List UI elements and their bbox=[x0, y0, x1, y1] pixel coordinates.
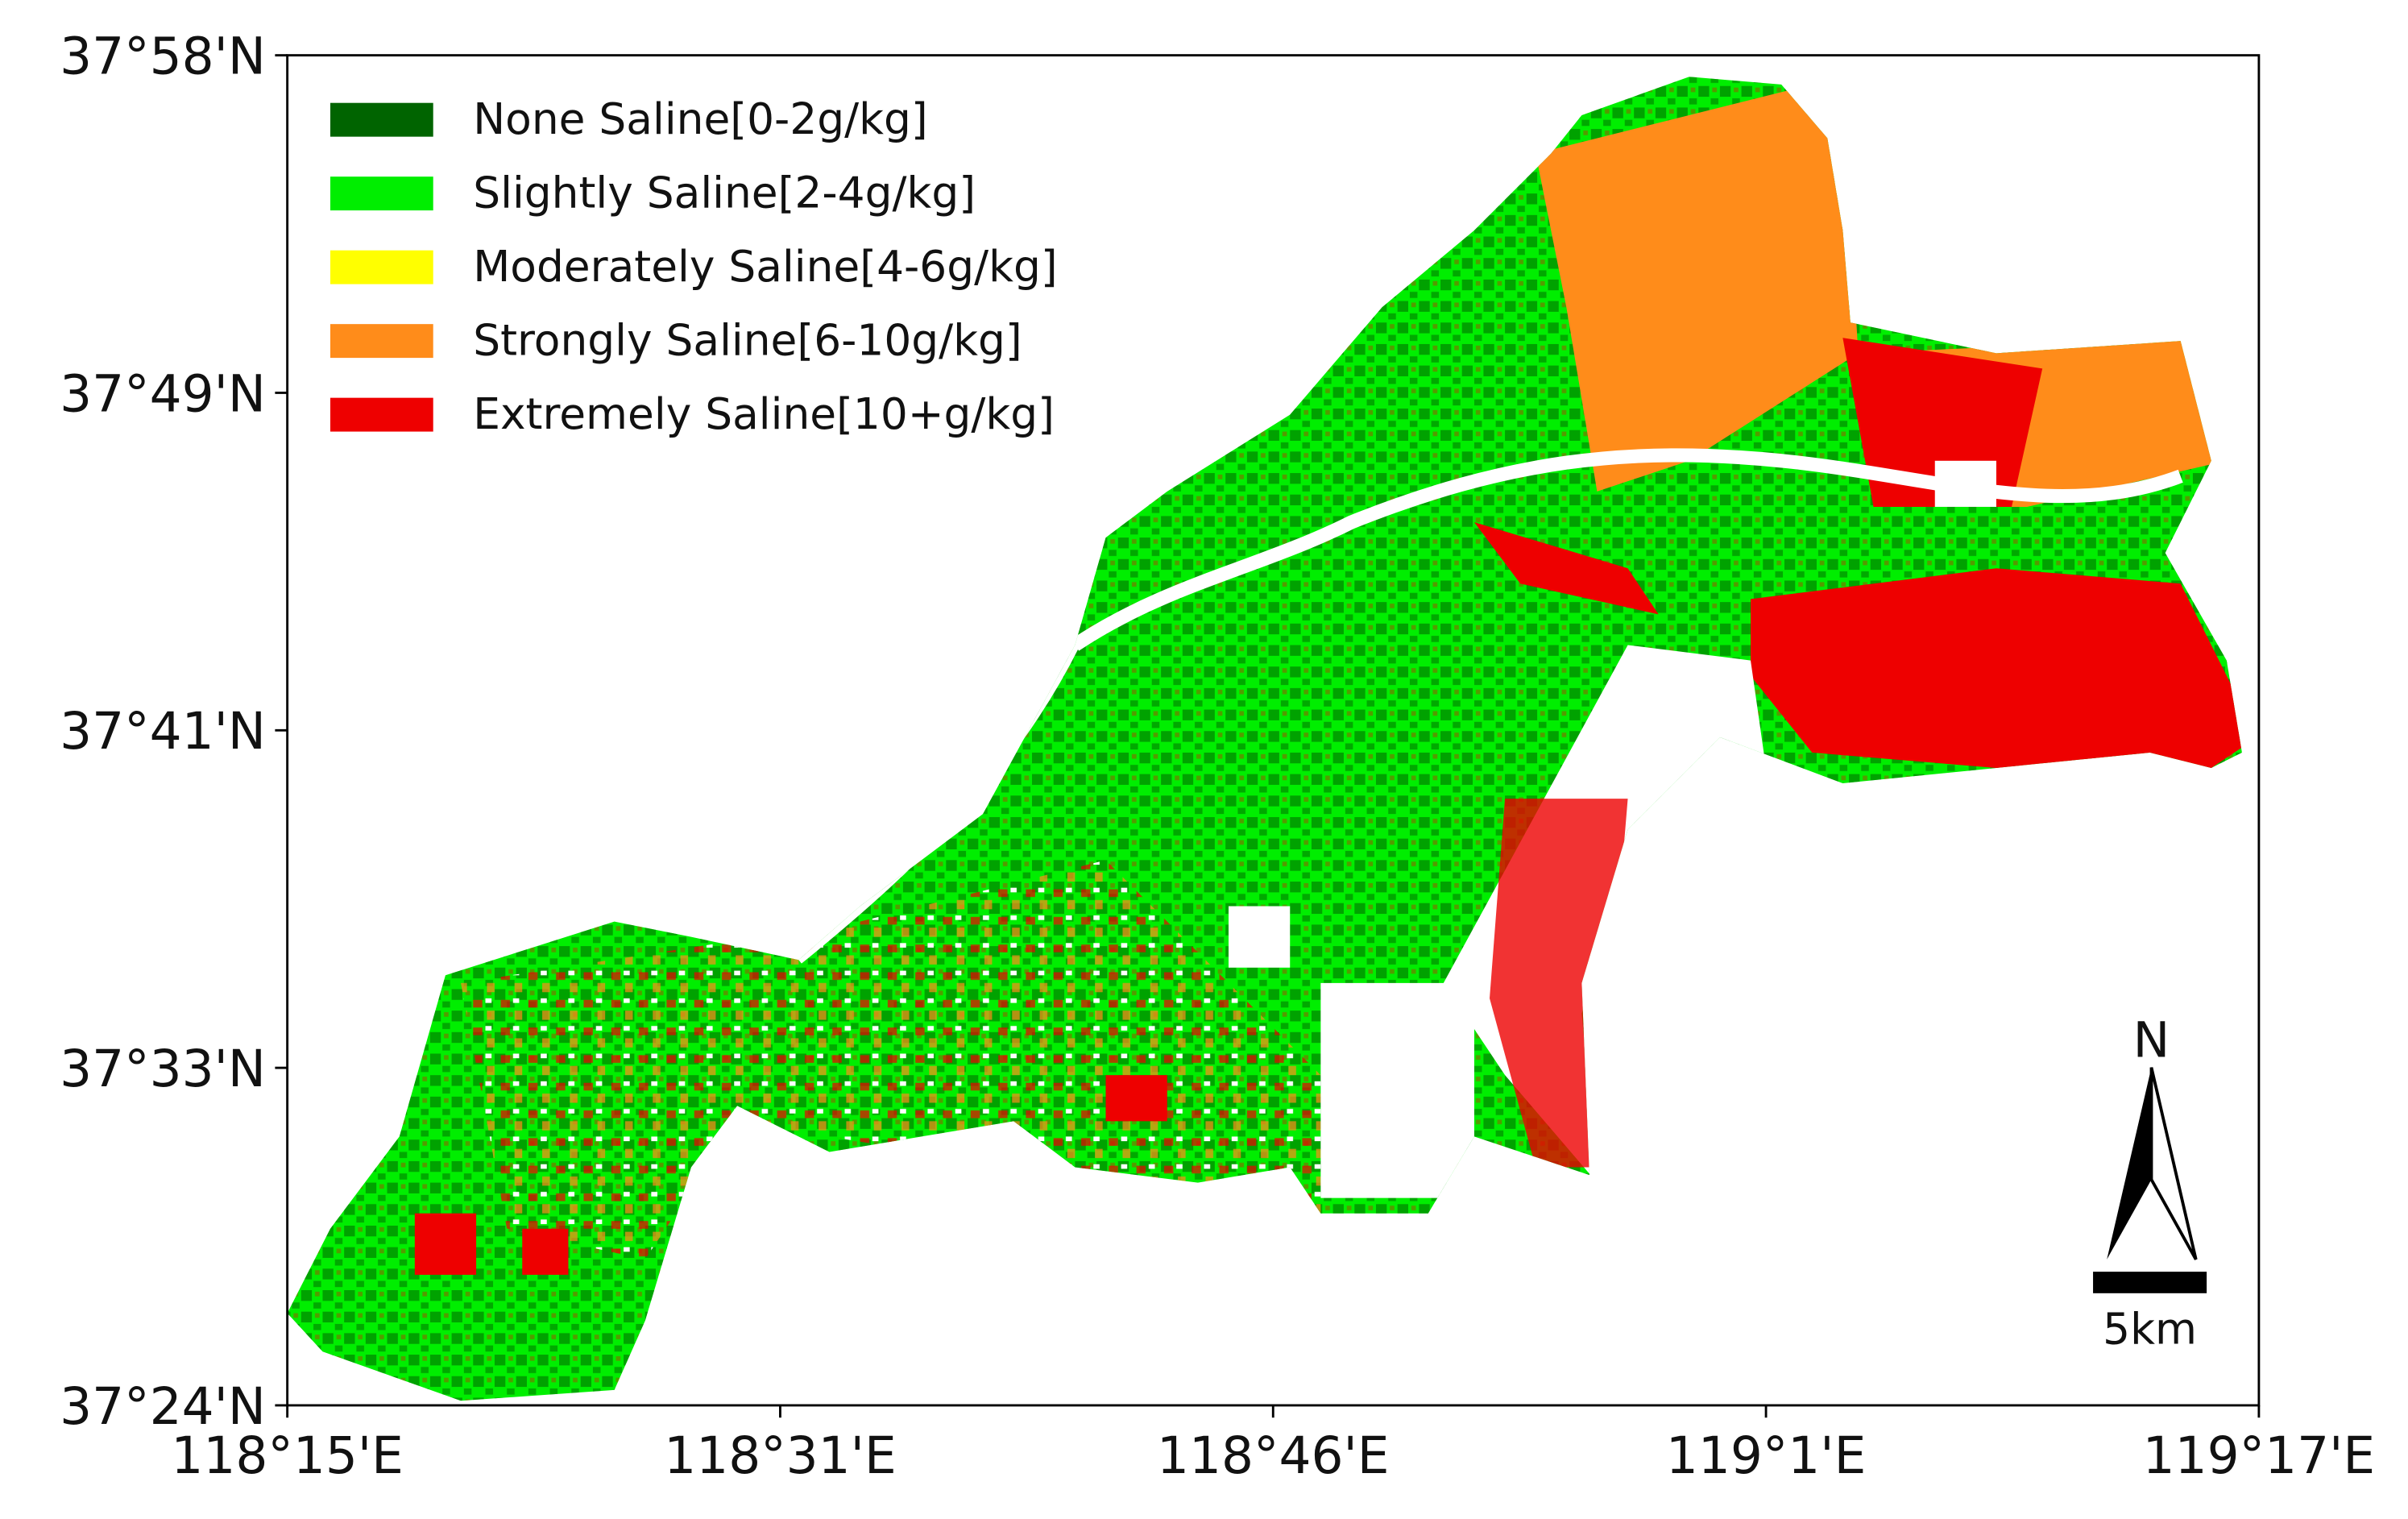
legend: None Saline[0-2g/kg] Slightly Saline[2-4g… bbox=[330, 93, 1058, 439]
extreme-patch bbox=[1105, 1075, 1167, 1122]
legend-swatch bbox=[330, 102, 433, 137]
scale-label: 5km bbox=[2103, 1304, 2197, 1355]
unclassified bbox=[1320, 982, 1474, 1198]
legend-swatch bbox=[330, 397, 433, 432]
legend-label: Slightly Saline[2-4g/kg] bbox=[473, 167, 976, 218]
lon-tick-label: 119°17'E bbox=[2143, 1426, 2375, 1485]
river bbox=[1071, 448, 2183, 651]
lat-tick-label: 37°49'N bbox=[60, 364, 266, 423]
legend-swatch bbox=[330, 176, 433, 211]
extreme-patch bbox=[414, 1213, 477, 1275]
graticule-ticks: 37°58'N 37°49'N 37°41'N 37°33'N 37°24'N118°1… bbox=[60, 27, 2375, 1484]
north-label: N bbox=[2133, 1011, 2170, 1069]
arrow-right bbox=[2149, 1067, 2198, 1260]
unclassified bbox=[1228, 906, 1291, 968]
lat-tick-label: 37°33'N bbox=[60, 1040, 266, 1098]
lon-tick-label: 118°15'E bbox=[171, 1426, 403, 1485]
lon-tick-label: 118°31'E bbox=[664, 1426, 896, 1485]
extreme-zone bbox=[1473, 522, 1659, 615]
legend-swatch bbox=[330, 324, 433, 359]
lat-tick-label: 37°58'N bbox=[60, 27, 266, 85]
extreme-patch bbox=[522, 1228, 569, 1275]
legend-swatch bbox=[330, 250, 433, 284]
scale-bar: 5km bbox=[2093, 1272, 2207, 1355]
legend-label: None Saline[0-2g/kg] bbox=[473, 93, 927, 144]
extreme-zone bbox=[1751, 568, 2242, 768]
lat-tick-label: 37°41'N bbox=[60, 702, 266, 761]
legend-label: Moderately Saline[4-6g/kg] bbox=[473, 241, 1057, 292]
legend-label: Extremely Saline[10+g/kg] bbox=[473, 388, 1055, 439]
scale-bar-rect bbox=[2093, 1272, 2207, 1293]
lat-tick-label: 37°24'N bbox=[60, 1377, 266, 1436]
lon-tick-label: 119°1'E bbox=[1666, 1426, 1866, 1485]
north-arrow: N bbox=[2107, 1011, 2198, 1260]
legend-label: Strongly Saline[6-10g/kg] bbox=[473, 314, 1022, 365]
lon-tick-label: 118°46'E bbox=[1157, 1426, 1389, 1485]
mixed-zone bbox=[461, 860, 1321, 1260]
arrow-left bbox=[2107, 1067, 2152, 1260]
strong-zone bbox=[1536, 77, 1859, 492]
